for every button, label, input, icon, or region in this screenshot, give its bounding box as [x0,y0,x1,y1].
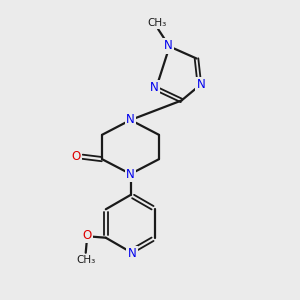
Text: N: N [126,113,135,126]
Text: N: N [126,168,135,181]
Text: N: N [150,81,159,94]
Text: O: O [71,150,80,163]
Text: CH₃: CH₃ [147,17,166,28]
Text: N: N [196,78,206,92]
Text: O: O [82,229,92,242]
Text: CH₃: CH₃ [76,255,95,265]
Text: N: N [164,39,172,52]
Text: N: N [128,247,136,260]
